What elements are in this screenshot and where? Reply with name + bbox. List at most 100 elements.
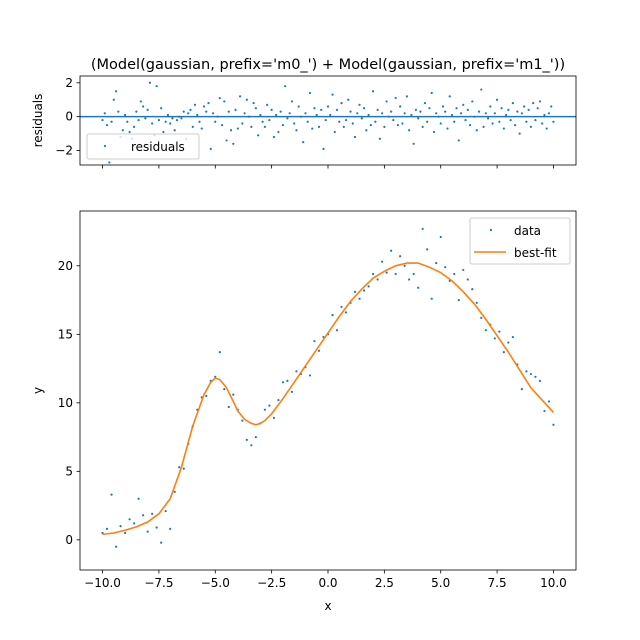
data-point [511, 335, 514, 339]
data-point [385, 271, 388, 274]
data-point [133, 522, 136, 525]
residual-point [340, 102, 343, 105]
residual-point [241, 122, 244, 125]
residual-point [164, 120, 167, 123]
data-point [214, 375, 217, 378]
residual-point [405, 95, 409, 98]
residual-point [387, 115, 390, 118]
x-tick-label: −5.0 [201, 576, 230, 590]
residual-point [112, 98, 115, 101]
residual-point [189, 108, 192, 112]
residual-point [329, 113, 332, 117]
fit-plot-frame [79, 210, 577, 571]
data-point [173, 490, 176, 493]
residual-point [473, 115, 476, 118]
residual-point [295, 129, 298, 132]
residual-point [507, 108, 510, 112]
residual-point [182, 110, 185, 113]
residual-point [338, 120, 341, 123]
residual-point [371, 90, 375, 93]
residual-point [297, 105, 300, 108]
residual-point [529, 125, 533, 128]
data-point [331, 314, 334, 317]
residual-point [417, 117, 420, 120]
legend-data-label: data [514, 224, 541, 238]
residual-point [396, 124, 399, 127]
data-point [128, 518, 131, 521]
residual-point [358, 103, 361, 106]
residual-point [444, 110, 447, 113]
residual-point [306, 120, 309, 123]
data-point [412, 272, 415, 276]
data-point [151, 512, 154, 515]
residual-point [550, 105, 553, 108]
residuals-legend-marker [103, 144, 107, 148]
residual-point [376, 108, 379, 112]
y-axis-label: y [31, 387, 45, 394]
residual-point [243, 112, 246, 115]
data-point [335, 329, 339, 332]
data-point [444, 266, 447, 269]
residual-point [302, 141, 305, 144]
data-point [480, 316, 483, 319]
data-point [430, 297, 433, 300]
data-point [493, 337, 496, 340]
data-point [178, 466, 181, 469]
residual-point [419, 110, 422, 113]
residuals-legend: residuals [86, 133, 200, 160]
residual-point [254, 107, 257, 110]
residual-point [105, 124, 109, 127]
residual-point [169, 122, 172, 125]
residual-point [520, 112, 523, 115]
residual-point [523, 105, 526, 108]
data-point [453, 272, 456, 276]
residual-point [155, 85, 158, 88]
data-point [295, 370, 298, 373]
data-point [313, 340, 316, 343]
legend-best-fit-label: best-fit [514, 246, 557, 260]
residual-point [498, 120, 501, 123]
data-point [399, 255, 402, 258]
residual-point [142, 105, 145, 108]
residual-point [311, 127, 314, 130]
data-point [105, 527, 109, 530]
data-point [340, 305, 343, 309]
residual-point [491, 122, 494, 125]
data-point [408, 278, 411, 281]
residual-point [532, 102, 535, 105]
residual-point [117, 110, 120, 113]
residual-point [527, 108, 530, 112]
data-point [421, 227, 424, 230]
residual-point [392, 118, 395, 122]
residual-point [299, 115, 303, 118]
residual-point [459, 112, 463, 115]
residuals-legend-label: residuals [131, 140, 185, 154]
residual-point [144, 117, 147, 120]
data-point [403, 264, 406, 267]
residual-point [148, 81, 151, 84]
residuals-y-tick-label: 2 [65, 76, 73, 90]
residual-point [534, 118, 537, 122]
data-point [525, 370, 528, 373]
residual-point [514, 124, 517, 127]
residual-point [211, 112, 215, 115]
residual-point [214, 120, 217, 123]
residual-point [545, 127, 548, 130]
residual-point [495, 98, 499, 101]
residual-point [220, 124, 224, 127]
residual-point [543, 113, 546, 117]
residual-point [284, 85, 287, 88]
residual-point [342, 125, 345, 128]
residual-point [157, 118, 161, 122]
data-point [277, 398, 280, 402]
data-point [155, 526, 158, 529]
residual-point [390, 110, 393, 113]
residual-point [356, 112, 359, 115]
x-tick-label: 2.5 [375, 576, 394, 590]
residual-point [232, 142, 235, 145]
residual-point [166, 113, 170, 117]
residual-point [353, 135, 357, 139]
residual-point [536, 107, 539, 110]
data-point [250, 444, 253, 447]
